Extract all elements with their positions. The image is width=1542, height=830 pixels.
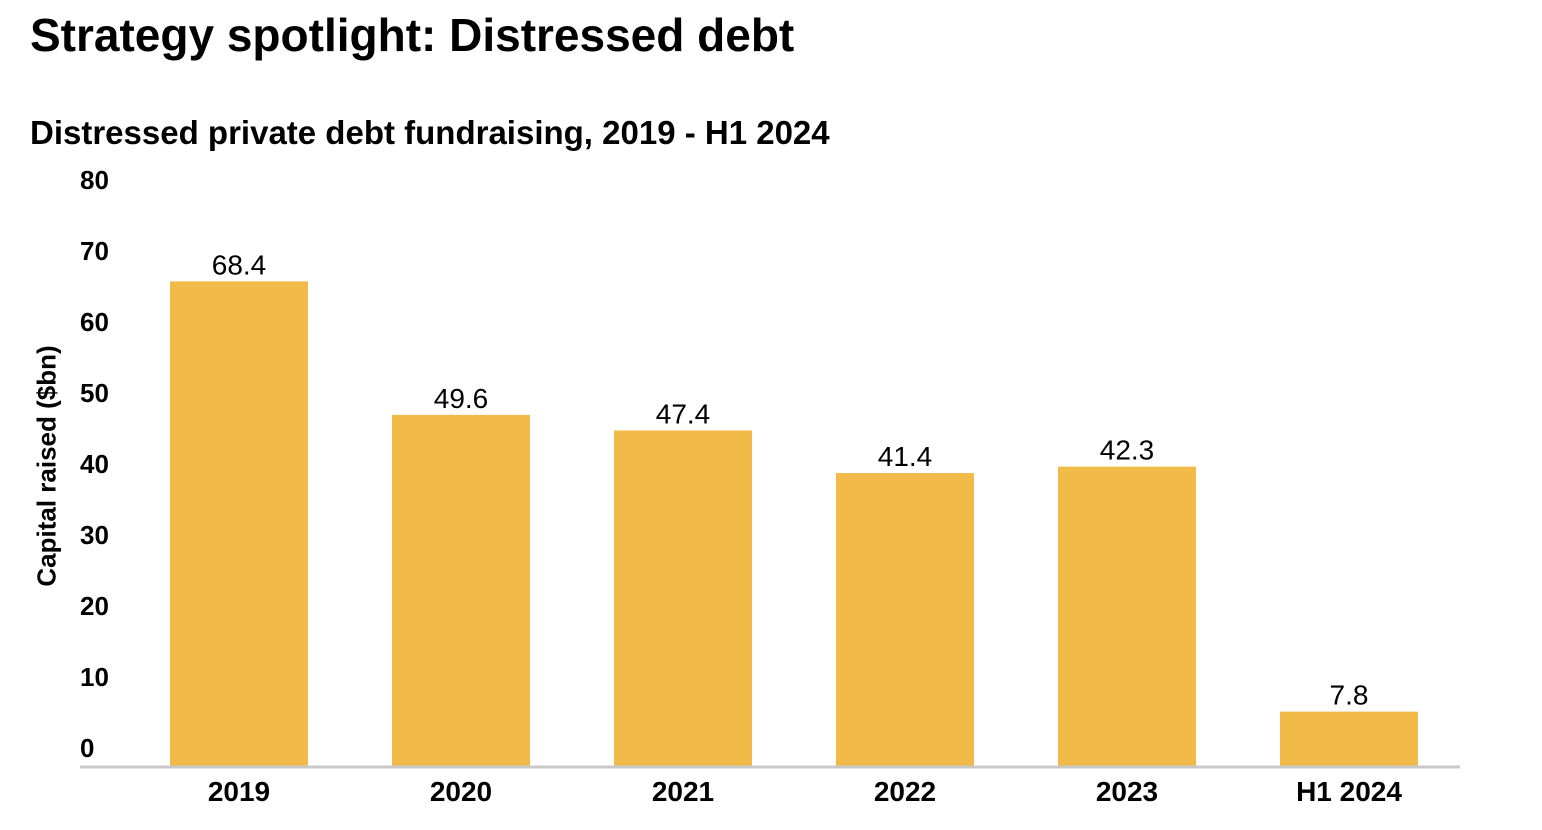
- bar: [614, 430, 752, 767]
- bars: [170, 281, 1418, 767]
- x-tick-label: H1 2024: [1296, 776, 1402, 807]
- y-tick-label: 80: [80, 165, 109, 195]
- y-axis-ticks: 0 10 20 30 40 50 60 70 80: [80, 165, 109, 763]
- data-label: 41.4: [878, 441, 933, 472]
- y-tick-label: 50: [80, 378, 109, 408]
- bar: [1280, 711, 1418, 767]
- bar: [170, 281, 308, 767]
- x-tick-label: 2020: [430, 776, 492, 807]
- page-title: Strategy spotlight: Distressed debt: [30, 9, 795, 61]
- y-tick-label: 30: [80, 520, 109, 550]
- x-tick-label: 2021: [652, 776, 714, 807]
- x-tick-label: 2022: [874, 776, 936, 807]
- y-tick-label: 0: [80, 733, 94, 763]
- x-axis-ticks: 2019 2020 2021 2022 2023 H1 2024: [208, 776, 1403, 807]
- data-label: 7.8: [1330, 680, 1369, 711]
- chart-title: Distressed private debt fundraising, 201…: [30, 114, 830, 151]
- data-label: 68.4: [212, 249, 267, 280]
- y-tick-label: 10: [80, 662, 109, 692]
- x-tick-label: 2023: [1096, 776, 1158, 807]
- data-label: 42.3: [1100, 435, 1155, 466]
- bar: [1058, 466, 1196, 767]
- y-tick-label: 70: [80, 236, 109, 266]
- data-label: 47.4: [656, 398, 711, 429]
- y-tick-label: 40: [80, 449, 109, 479]
- y-tick-label: 60: [80, 307, 109, 337]
- value-labels: 68.4 49.6 47.4 41.4 42.3 7.8: [212, 249, 1369, 710]
- x-tick-label: 2019: [208, 776, 270, 807]
- y-tick-label: 20: [80, 591, 109, 621]
- bar: [392, 414, 530, 767]
- bar: [836, 473, 974, 767]
- data-label: 49.6: [434, 383, 489, 414]
